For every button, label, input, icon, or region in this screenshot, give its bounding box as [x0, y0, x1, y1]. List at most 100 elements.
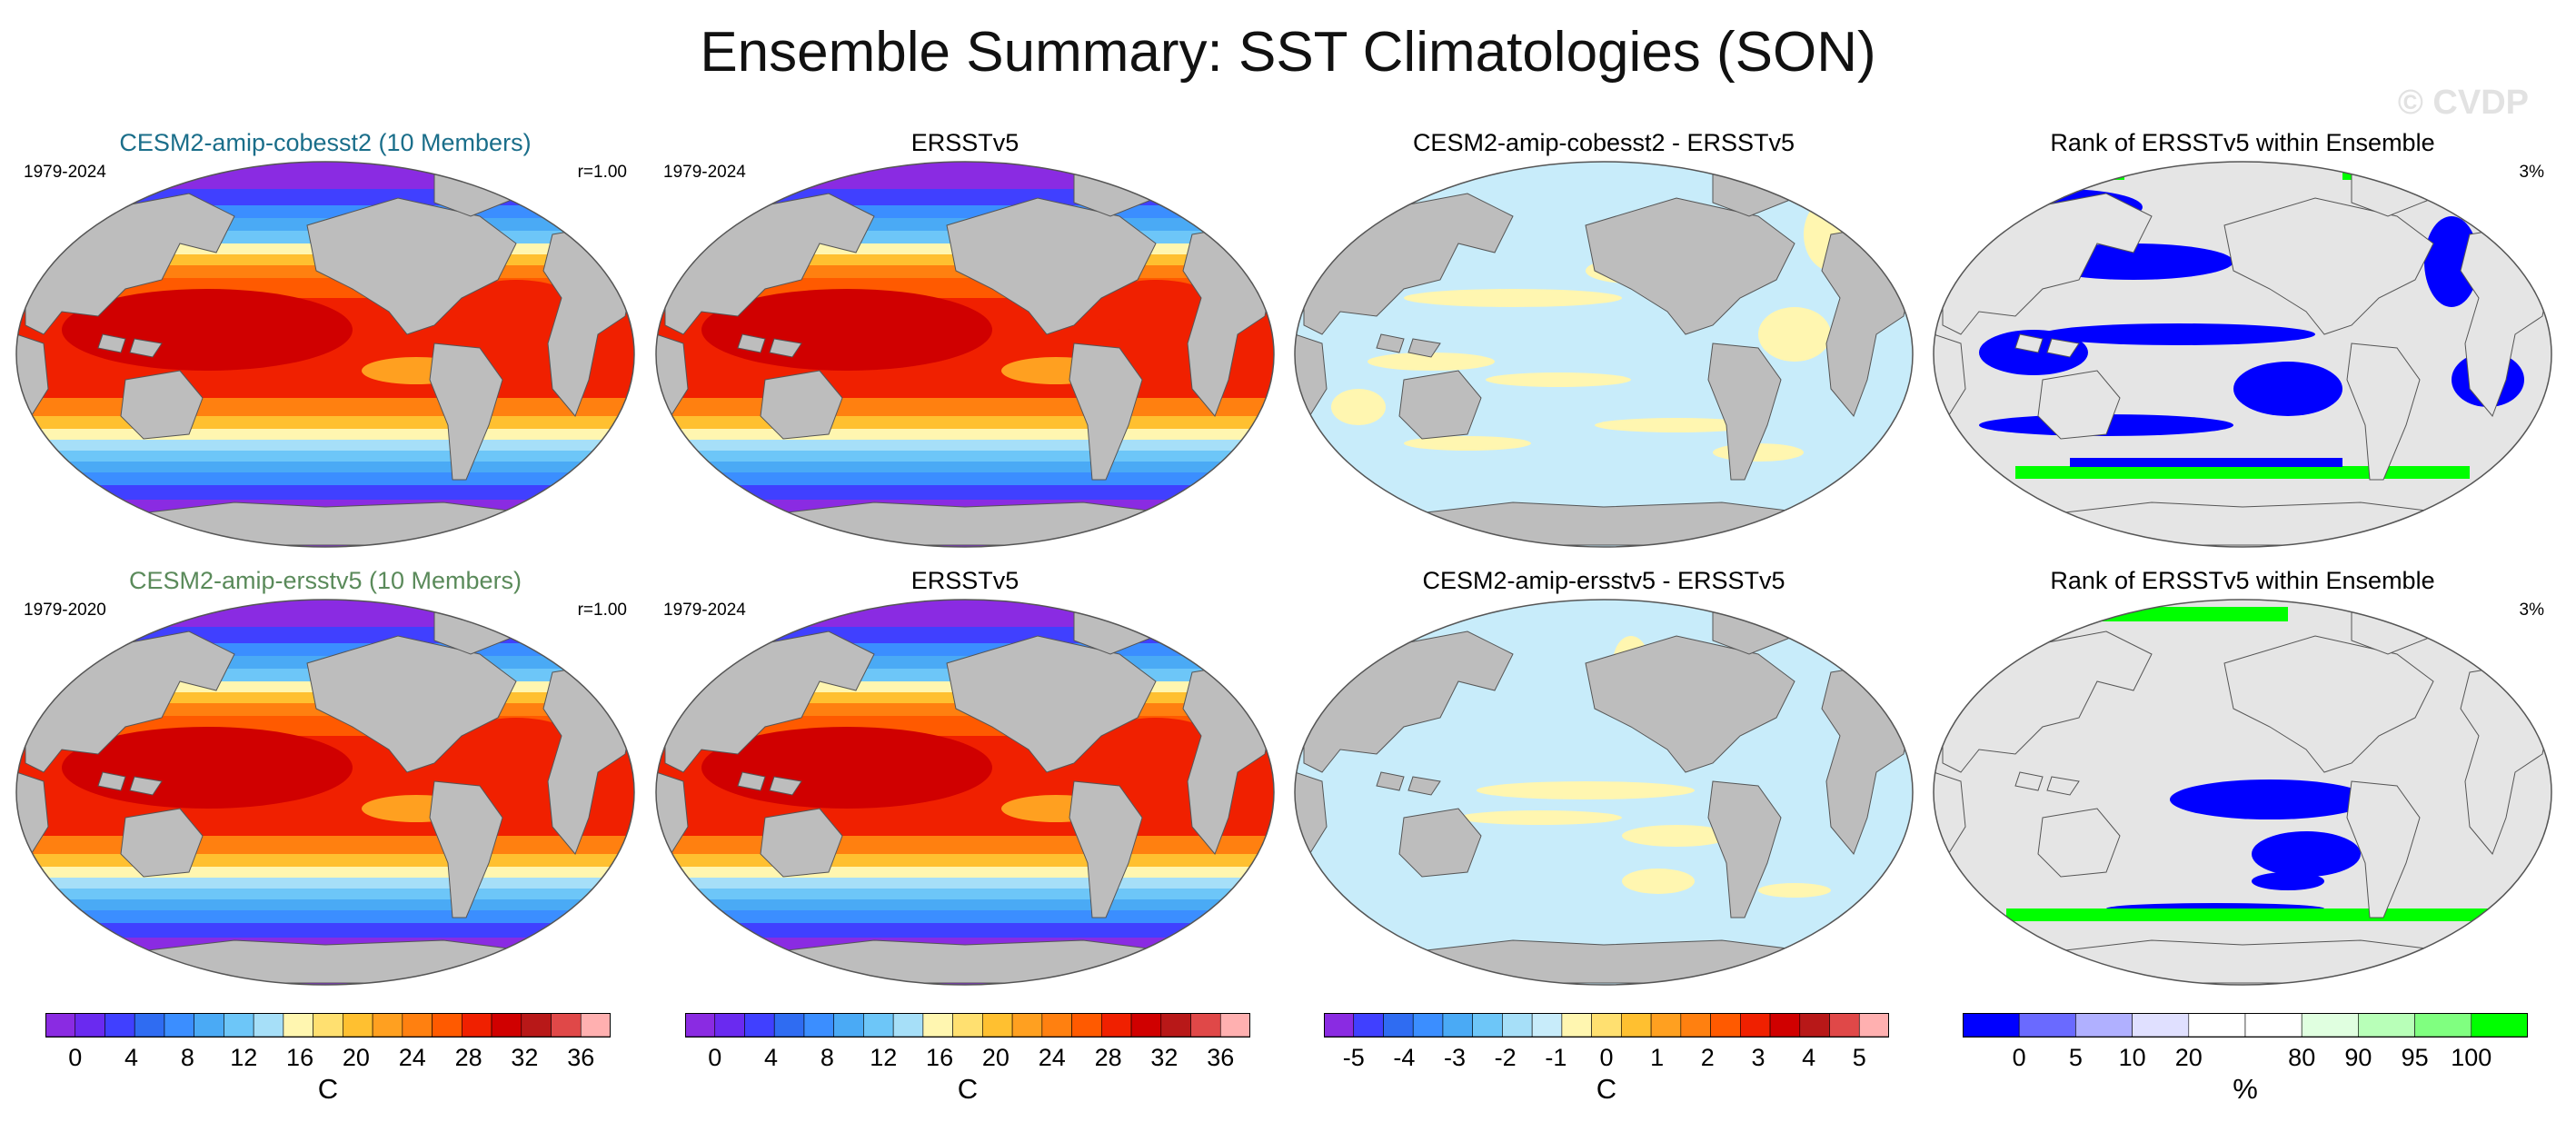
colorbar-swatch [2358, 1013, 2415, 1038]
correlation-label: r=1.00 [577, 601, 627, 620]
colorbar-swatch [803, 1013, 834, 1038]
colorbar-rank: 0 5 10 20 80 90 95 100 % [1963, 1013, 2528, 1113]
panel-obs-ersstv5: ERSSTv5 1979-2024 [647, 565, 1283, 992]
colorbar-tick-label: -4 [1393, 1044, 1415, 1071]
period-label: 1979-2020 [24, 601, 106, 620]
colorbar-unit: C [317, 1073, 339, 1105]
sst-map [655, 599, 1275, 986]
colorbar-tick-label: 24 [399, 1044, 426, 1071]
colorbar-swatch [685, 1013, 716, 1038]
colorbar-sst: 0 4 8 12 16 20 24 28 32 36 C [685, 1013, 1250, 1113]
colorbar-swatch [45, 1013, 76, 1038]
panel-title: Rank of ERSSTv5 within Ensemble [2050, 129, 2435, 156]
colorbar-tick-label: 24 [1039, 1044, 1066, 1071]
colorbar-tick-label: 16 [926, 1044, 953, 1071]
colorbar-swatches: 0 4 8 12 16 20 24 28 32 36 [45, 1013, 611, 1071]
panel-model-cobesst2: CESM2-amip-cobesst2 (10 Members) 1979-20… [7, 127, 643, 554]
map-fill [1295, 162, 1913, 547]
colorbar-swatch [1442, 1013, 1473, 1038]
colorbar-tick-label: 4 [124, 1044, 138, 1071]
colorbar-swatch [2018, 1013, 2076, 1038]
colorbar-difference: -5 -4 -3 -2 -1 0 1 2 3 4 5 C [1324, 1013, 1889, 1113]
colorbar-tick-label: 36 [1207, 1044, 1234, 1071]
colorbar-swatch [1383, 1013, 1414, 1038]
panel-model-ersstv5: CESM2-amip-ersstv5 (10 Members) 1979-202… [7, 565, 643, 992]
colorbar-swatches: 0 5 10 20 80 90 95 100 [1963, 1013, 2528, 1071]
colorbar-unit: C [957, 1073, 979, 1105]
colorbar-tick-label: 0 [1599, 1044, 1613, 1071]
colorbar-swatch [1963, 1013, 2020, 1038]
colorbar-tick-label: 0 [68, 1044, 82, 1071]
colorbar-tick-label: 12 [870, 1044, 897, 1071]
colorbar-swatch [1769, 1013, 1801, 1038]
colorbar-tick-label: 3 [1751, 1044, 1765, 1071]
colorbar-tick-label: 28 [455, 1044, 482, 1071]
colorbar-tick-label: 28 [1095, 1044, 1122, 1071]
colorbar-swatch [744, 1013, 775, 1038]
rank-map [1933, 599, 2552, 986]
colorbar-swatch [773, 1013, 805, 1038]
colorbar-tick-label: 4 [764, 1044, 778, 1071]
colorbar-swatch [2075, 1013, 2133, 1038]
period-label: 1979-2024 [663, 163, 746, 182]
panel-title: CESM2-amip-ersstv5 (10 Members) [128, 567, 522, 594]
colorbar-swatch [1799, 1013, 1830, 1038]
colorbar-swatch [224, 1013, 254, 1038]
colorbar-tick-label: 5 [1853, 1044, 1866, 1071]
colorbar-swatch [521, 1013, 552, 1038]
map-fill [1934, 162, 2551, 547]
colorbar-unit: % [2233, 1073, 2258, 1105]
colorbar-tick-label: 20 [982, 1044, 1010, 1071]
colorbar-swatch [313, 1013, 343, 1038]
colorbar-tick-label: 8 [821, 1044, 834, 1071]
colorbar-swatch [2301, 1013, 2359, 1038]
colorbar-swatch [863, 1013, 894, 1038]
colorbar-swatch [1071, 1013, 1102, 1038]
rank-percent-label: 3% [2519, 601, 2544, 620]
rank-map [1933, 161, 2552, 548]
colorbar-swatch [1041, 1013, 1072, 1038]
colorbar-swatch [892, 1013, 924, 1038]
colorbar-swatch [194, 1013, 224, 1038]
colorbar-swatches: -5 -4 -3 -2 -1 0 1 2 3 4 5 [1324, 1013, 1889, 1071]
period-label: 1979-2024 [24, 163, 106, 182]
colorbar-swatch [1561, 1013, 1592, 1038]
colorbar-swatch [1740, 1013, 1771, 1038]
colorbar-swatch [2471, 1013, 2528, 1038]
colorbar-swatch [462, 1013, 492, 1038]
colorbar-tick-label: 16 [286, 1044, 313, 1071]
colorbar-swatch [1650, 1013, 1682, 1038]
colorbar-swatch [1710, 1013, 1741, 1038]
colorbar-swatch [922, 1013, 953, 1038]
colorbar-swatch [1324, 1013, 1355, 1038]
colorbar-tick-label: 95 [2402, 1044, 2429, 1071]
colorbar-swatch [1353, 1013, 1384, 1038]
colorbar-swatch [714, 1013, 745, 1038]
colorbar-unit: C [1596, 1073, 1617, 1105]
colorbar-tick-label: 36 [567, 1044, 594, 1071]
colorbar-tick-label: 32 [511, 1044, 538, 1071]
colorbar-tick-label: 90 [2344, 1044, 2372, 1071]
colorbar-swatch [580, 1013, 611, 1038]
colorbar-swatch [104, 1013, 135, 1038]
panel-title: ERSSTv5 [910, 129, 1019, 156]
sst-map [15, 599, 635, 986]
colorbar-swatch [2188, 1013, 2246, 1038]
colorbar-swatch [982, 1013, 1013, 1038]
colorbar-tick-label: 0 [708, 1044, 721, 1071]
colorbar-swatch [343, 1013, 373, 1038]
panel-title: CESM2-amip-cobesst2 (10 Members) [119, 129, 532, 156]
rank-percent-label: 3% [2519, 163, 2544, 182]
map-fill [1295, 600, 1913, 985]
colorbar-swatch [372, 1013, 403, 1038]
colorbar-swatch [491, 1013, 522, 1038]
colorbar-swatch [1219, 1013, 1250, 1038]
colorbar-swatch [1190, 1013, 1221, 1038]
colorbar-tick-label: -2 [1495, 1044, 1517, 1071]
colorbar-swatch [283, 1013, 313, 1038]
colorbar-tick-label: -5 [1343, 1044, 1365, 1071]
panel-rank: Rank of ERSSTv5 within Ensemble 3% [1925, 565, 2561, 992]
colorbar-swatch [2414, 1013, 2472, 1038]
colorbar-swatch [1829, 1013, 1860, 1038]
panel-difference: CESM2-amip-ersstv5 - ERSSTv5 [1286, 565, 1922, 992]
